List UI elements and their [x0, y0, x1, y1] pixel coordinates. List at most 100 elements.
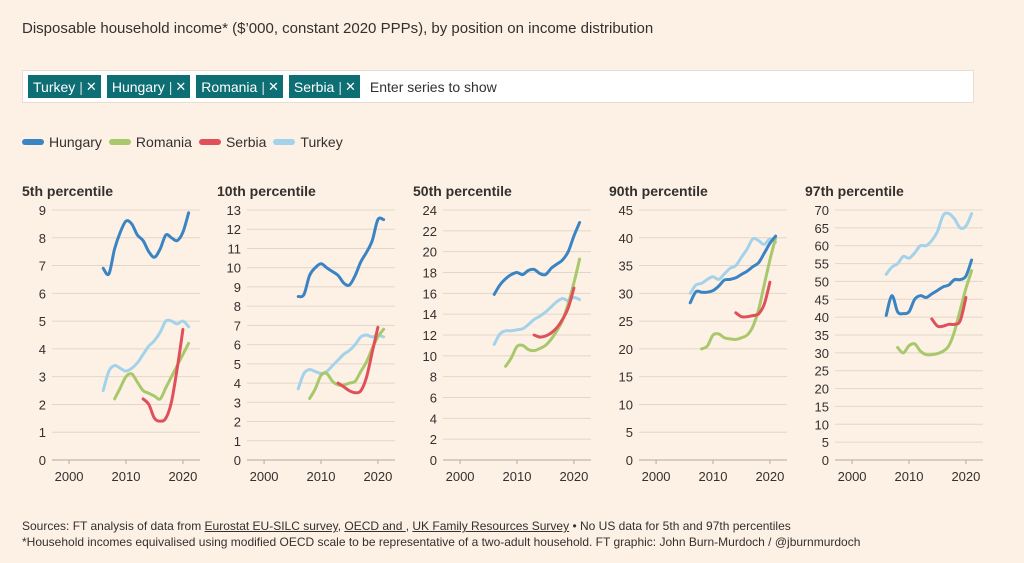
- legend-label: Romania: [135, 134, 192, 150]
- chip-romania[interactable]: Romania | ✕: [196, 75, 283, 98]
- chart-title: Disposable household income* ($’000, con…: [22, 20, 654, 37]
- x-tick-label: 2000: [55, 469, 84, 484]
- series-line-serbia: [734, 280, 772, 319]
- chip-label: Hungary: [111, 78, 165, 95]
- chip-serbia[interactable]: Serbia | ✕: [288, 75, 360, 98]
- sources-suffix: • No US data for 5th and 97th percentile…: [569, 519, 791, 533]
- y-tick-label: 5: [39, 314, 46, 329]
- x-tick-label: 2020: [755, 469, 784, 484]
- remove-icon[interactable]: ✕: [344, 78, 356, 94]
- panel-title: 5th percentile: [22, 183, 113, 199]
- sources-line: Sources: FT analysis of data from Eurost…: [22, 518, 860, 534]
- legend-swatch: [22, 139, 44, 145]
- y-tick-label: 60: [815, 239, 829, 254]
- series-selector[interactable]: Turkey | ✕ Hungary | ✕ Romania | ✕ Serbi…: [22, 70, 974, 103]
- chip-hungary[interactable]: Hungary | ✕: [106, 75, 191, 98]
- y-tick-label: 8: [234, 299, 241, 314]
- y-tick-label: 45: [815, 292, 829, 307]
- remove-icon[interactable]: ✕: [85, 78, 97, 94]
- y-tick-label: 5: [822, 435, 829, 450]
- source-link-frs[interactable]: UK Family Resources Survey: [412, 519, 570, 533]
- series-line-turkey: [688, 236, 778, 295]
- panel-90th-percentile: 90th percentile 0 5 10 15 20 25 30 35 40 45 2000 201…: [609, 183, 787, 484]
- source-link-eurostat[interactable]: Eurostat EU-SILC survey: [204, 519, 338, 533]
- series-line-romania: [896, 269, 974, 357]
- panel-50th-percentile: 50th percentile0246810121416182022242000…: [413, 183, 591, 484]
- y-tick-label: 35: [815, 328, 829, 343]
- y-tick-label: 0: [822, 453, 829, 468]
- legend: Hungary Romania Serbia Turkey: [22, 134, 350, 150]
- y-tick-label: 25: [815, 364, 829, 379]
- y-tick-label: 22: [423, 224, 437, 239]
- series-search-input[interactable]: [367, 77, 672, 96]
- y-tick-label: 9: [39, 203, 46, 218]
- y-tick-label: 15: [619, 370, 633, 385]
- chip-separator: |: [168, 78, 173, 95]
- x-tick-label: 2020: [168, 469, 197, 484]
- y-tick-label: 14: [423, 307, 437, 322]
- legend-swatch: [108, 139, 131, 145]
- series-line-romania: [700, 236, 778, 351]
- y-tick-label: 20: [619, 342, 633, 357]
- series-line-serbia: [141, 327, 185, 423]
- y-tick-label: 8: [39, 231, 46, 246]
- y-tick-label: 15: [815, 399, 829, 414]
- y-tick-label: 35: [619, 259, 633, 274]
- x-tick-label: 2010: [895, 469, 924, 484]
- legend-swatch: [273, 139, 296, 145]
- x-tick-label: 2010: [112, 469, 141, 484]
- y-tick-label: 45: [619, 203, 633, 218]
- series-line-turkey: [492, 295, 582, 346]
- y-tick-label: 11: [228, 241, 242, 256]
- series-line-serbia: [930, 296, 968, 329]
- x-tick-label: 2020: [951, 469, 980, 484]
- y-tick-label: 10: [423, 349, 437, 364]
- legend-item-romania: Romania: [108, 134, 192, 150]
- chip-separator: |: [338, 78, 342, 95]
- x-tick-label: 2010: [699, 469, 728, 484]
- y-tick-label: 0: [234, 453, 241, 468]
- x-tick-label: 2010: [307, 469, 336, 484]
- source-link-oecd[interactable]: OECD and: [344, 519, 406, 533]
- y-tick-label: 3: [234, 395, 241, 410]
- legend-item-serbia: Serbia: [198, 134, 267, 150]
- y-tick-label: 16: [423, 286, 437, 301]
- series-line-hungary: [688, 234, 778, 305]
- legend-label: Hungary: [49, 134, 102, 150]
- footnote: *Household incomes equivalised using mod…: [22, 535, 861, 549]
- y-tick-label: 5: [234, 357, 241, 372]
- legend-label: Serbia: [225, 134, 267, 150]
- y-tick-label: 55: [815, 257, 829, 272]
- y-tick-label: 4: [430, 411, 437, 426]
- y-tick-label: 65: [815, 221, 829, 236]
- panel-5th-percentile: 5th percentile 0 1 2 3 4 5 6 7 8 9 2000 2010 2020: [22, 183, 200, 484]
- series-line-turkey: [884, 211, 974, 276]
- y-tick-label: 0: [39, 453, 46, 468]
- y-tick-label: 30: [619, 286, 633, 301]
- y-tick-label: 6: [234, 338, 241, 353]
- x-tick-label: 2000: [838, 469, 867, 484]
- sources-separator: ,: [405, 519, 413, 533]
- series-line-hungary: [492, 221, 582, 296]
- remove-icon[interactable]: ✕: [175, 78, 187, 94]
- y-tick-label: 6: [430, 391, 437, 406]
- series-line-serbia: [336, 325, 380, 395]
- y-tick-label: 6: [39, 286, 46, 301]
- y-tick-label: 24: [423, 203, 437, 218]
- y-tick-label: 1: [39, 425, 46, 440]
- y-tick-label: 0: [430, 453, 437, 468]
- legend-item-hungary: Hungary: [22, 134, 102, 150]
- chip-turkey[interactable]: Turkey | ✕: [28, 75, 101, 98]
- x-tick-label: 2020: [363, 469, 392, 484]
- chip-label: Serbia: [293, 78, 335, 95]
- y-tick-label: 12: [423, 328, 437, 343]
- panel-title: 90th percentile: [609, 183, 708, 199]
- y-tick-label: 18: [423, 266, 437, 281]
- series-line-hungary: [101, 211, 191, 277]
- x-tick-label: 2010: [503, 469, 532, 484]
- remove-icon[interactable]: ✕: [267, 78, 279, 94]
- x-tick-label: 2000: [446, 469, 475, 484]
- y-tick-label: 2: [234, 415, 241, 430]
- y-tick-label: 30: [815, 346, 829, 361]
